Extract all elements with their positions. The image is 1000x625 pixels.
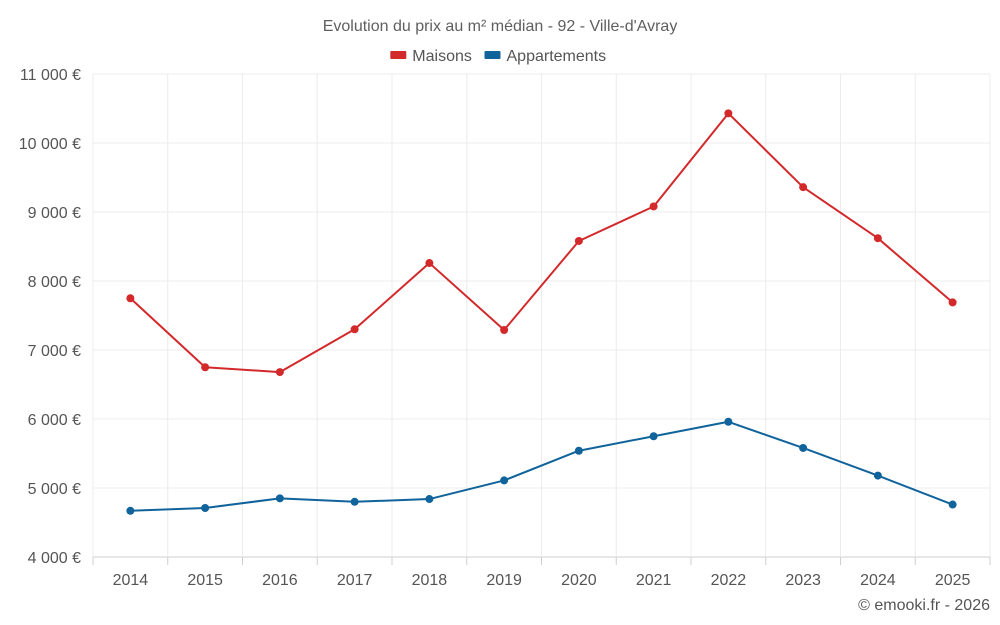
legend-label: Appartements xyxy=(507,48,607,65)
legend-item-appartements[interactable]: Appartements xyxy=(484,48,607,65)
y-tick-label: 7 000 € xyxy=(28,343,81,360)
data-point[interactable] xyxy=(275,368,284,377)
y-tick-label: 10 000 € xyxy=(19,136,81,153)
legend-swatch xyxy=(484,51,501,59)
series-appartements xyxy=(126,417,957,515)
x-tick-label: 2022 xyxy=(711,572,747,589)
x-tick-label: 2024 xyxy=(860,572,896,589)
x-tick-label: 2016 xyxy=(262,572,298,589)
legend-item-maisons[interactable]: Maisons xyxy=(390,48,472,65)
data-point[interactable] xyxy=(126,506,135,515)
x-tick-label: 2021 xyxy=(636,572,672,589)
data-point[interactable] xyxy=(500,325,509,334)
data-point[interactable] xyxy=(799,443,808,452)
data-point[interactable] xyxy=(948,500,957,509)
data-point[interactable] xyxy=(649,432,658,441)
data-point[interactable] xyxy=(350,325,359,334)
data-point[interactable] xyxy=(873,471,882,480)
x-tick-label: 2018 xyxy=(412,572,448,589)
data-point[interactable] xyxy=(275,494,284,503)
legend-swatch xyxy=(390,51,407,59)
data-point[interactable] xyxy=(425,259,434,268)
y-tick-label: 8 000 € xyxy=(28,274,81,291)
data-point[interactable] xyxy=(649,202,658,211)
legend[interactable]: Maisons Appartements xyxy=(390,48,606,65)
y-tick-label: 4 000 € xyxy=(28,550,81,567)
data-point[interactable] xyxy=(201,504,210,513)
data-point[interactable] xyxy=(574,236,583,245)
series-maisons xyxy=(126,109,957,377)
data-point[interactable] xyxy=(574,446,583,455)
x-tick-label: 2019 xyxy=(486,572,522,589)
y-tick-label: 5 000 € xyxy=(28,481,81,498)
data-point[interactable] xyxy=(126,294,135,303)
x-tick-label: 2015 xyxy=(187,572,223,589)
series xyxy=(126,109,957,515)
y-tick-label: 11 000 € xyxy=(20,67,81,84)
x-tick-label: 2020 xyxy=(561,572,597,589)
credit-text: © emooki.fr - 2026 xyxy=(858,597,990,614)
data-point[interactable] xyxy=(425,495,434,504)
legend-label: Maisons xyxy=(412,48,472,65)
data-point[interactable] xyxy=(948,298,957,307)
x-axis-ticks: 2014 2015 2016 2017 2018 2019 2020 2021 2022 2023… xyxy=(113,572,971,589)
x-tick-label: 2014 xyxy=(113,572,149,589)
y-axis-ticks: 4 000 € 5 000 € 6 000 € 7 000 € 8 000 € 9 000… xyxy=(19,67,81,567)
series-line xyxy=(130,420,953,512)
series-line xyxy=(129,112,954,374)
data-point[interactable] xyxy=(724,417,733,426)
x-tick-label: 2023 xyxy=(785,572,821,589)
y-tick-label: 9 000 € xyxy=(28,205,81,222)
data-point[interactable] xyxy=(799,183,808,192)
grid xyxy=(92,73,991,565)
data-point[interactable] xyxy=(500,476,509,485)
x-tick-label: 2025 xyxy=(935,572,971,589)
x-tick-label: 2017 xyxy=(337,572,373,589)
data-point[interactable] xyxy=(201,363,210,372)
data-point[interactable] xyxy=(873,234,882,243)
data-point[interactable] xyxy=(350,497,359,506)
data-point[interactable] xyxy=(724,109,733,118)
chart-title: Evolution du prix au m² médian - 92 - Vi… xyxy=(323,18,678,35)
y-tick-label: 6 000 € xyxy=(28,412,81,429)
